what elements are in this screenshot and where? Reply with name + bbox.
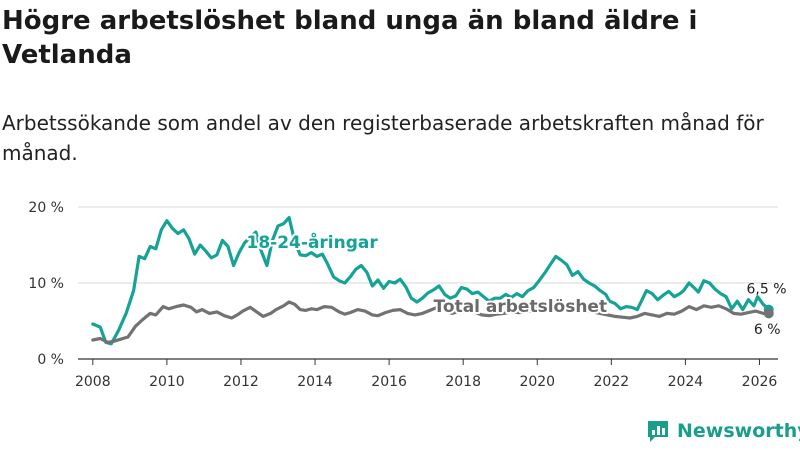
x-tick-label: 2008 (75, 374, 111, 390)
x-tick-label: 2010 (149, 374, 185, 390)
bar-chart-logo-icon (648, 421, 668, 442)
y-tick-label: 0 % (37, 352, 64, 368)
series-line-0 (91, 216, 771, 346)
x-tick-label: 2016 (371, 374, 407, 390)
x-tick-label: 2012 (223, 374, 259, 390)
series-label-total-halo: Total arbetslöshet (434, 297, 608, 317)
chart-subtitle: Arbetssökande som andel av den registerb… (2, 111, 764, 165)
x-tick-label: 2018 (445, 374, 481, 390)
series-label-youth: 18-24-åringar (247, 231, 379, 253)
y-tick-label: 10 % (28, 276, 64, 292)
series-lines (91, 216, 774, 346)
axes: 0 % 10 % 20 % 2008 2010 2012 2014 2016 2018 2020 2… (28, 200, 778, 390)
end-label-youth: 6,5 % (747, 282, 787, 298)
series-label-total: Total arbetslöshet (434, 297, 608, 317)
x-tick-label: 2026 (742, 374, 778, 390)
grid-lines (78, 206, 778, 284)
x-tick-label: 2020 (519, 374, 555, 390)
end-label-total: 6 % (754, 322, 781, 338)
x-tick-label: 2024 (668, 374, 704, 390)
series-label-youth-halo: 18-24-åringar (247, 231, 379, 253)
y-tick-label: 20 % (28, 200, 64, 216)
series-end-dot-1 (763, 308, 774, 319)
chart-title: Högre arbetslöshet bland unga än bland ä… (2, 6, 698, 70)
x-tick-label: 2022 (594, 374, 630, 390)
x-tick-label: 2014 (297, 374, 333, 390)
newsworthy-brand: Newsworthy (645, 418, 800, 444)
series-line-1 (91, 300, 771, 344)
brand-name: Newsworthy (677, 420, 800, 442)
